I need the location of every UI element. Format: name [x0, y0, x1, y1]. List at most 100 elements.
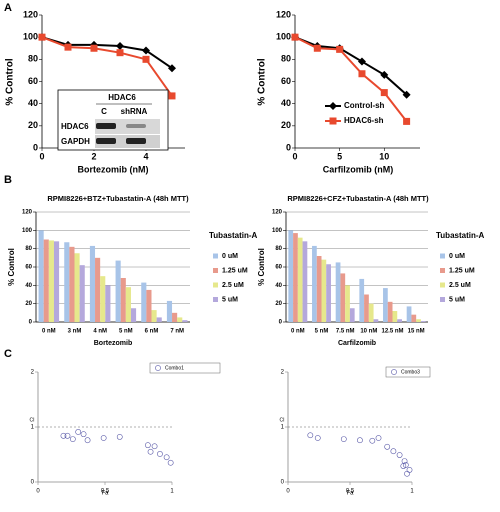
x-tick-label: 0 [36, 489, 40, 495]
blot-column: C [101, 107, 107, 116]
bar [89, 245, 96, 322]
y-tick-label: 40 [281, 98, 291, 108]
bar [182, 320, 188, 322]
marker [402, 90, 411, 99]
x-tick-label: 7 nM [170, 329, 184, 335]
marker [403, 117, 411, 125]
bar [387, 301, 393, 322]
y-tick-label: 100 [272, 228, 283, 234]
y-tick-label: 0 [281, 480, 285, 486]
bar [297, 237, 303, 322]
marker [116, 49, 124, 57]
legend-marker [155, 365, 161, 371]
y-tick-label: 80 [25, 246, 32, 252]
y-tick-label: 20 [275, 301, 282, 307]
panel-label: C [4, 348, 12, 360]
x-tick-label: 10 [379, 151, 389, 161]
marker [144, 442, 151, 449]
line [294, 36, 408, 123]
legend-swatch [440, 253, 445, 259]
y-tick-label: 40 [25, 283, 32, 289]
y-tick-label: 120 [22, 210, 33, 216]
y-tick-label: 120 [23, 9, 38, 19]
marker [313, 44, 321, 52]
y-tick-label: 60 [281, 76, 291, 86]
y-tick-label: 100 [22, 228, 33, 234]
chart-title: RPMI8226+BTZ+Tubastatin-A (48h MTT) [47, 194, 189, 203]
legend-label: 0 uM [449, 253, 465, 260]
bar [364, 294, 369, 322]
bar [69, 246, 75, 322]
panel-label: A [4, 2, 12, 14]
x-axis-label: Fa [101, 491, 109, 497]
x-tick-label: 0 nM [291, 329, 305, 335]
x-axis-label: Carfilzomib [338, 340, 376, 347]
x-axis-label: Bortezomib [94, 340, 133, 347]
x-tick-label: 0.5 [101, 489, 110, 495]
legend-swatch [440, 297, 445, 302]
y-axis-label: % Control [7, 248, 16, 286]
blot-band [96, 123, 116, 129]
legend-label: 5 uM [449, 296, 465, 303]
bar [359, 278, 365, 322]
bar [345, 285, 350, 322]
bar [416, 319, 421, 322]
x-tick-label: 1 [170, 489, 174, 495]
x-tick-label: 12.5 nM [381, 329, 403, 335]
bar [100, 276, 106, 322]
blot-band [126, 124, 146, 128]
bar [335, 262, 341, 322]
y-tick-label: 120 [276, 9, 291, 19]
legend-label: HDAC6-sh [344, 116, 384, 125]
legend-swatch [213, 282, 218, 288]
bar [64, 242, 70, 322]
bar [95, 257, 101, 322]
panel-label: B [4, 174, 12, 186]
y-tick-label: 0 [29, 320, 33, 326]
y-tick-label: 1 [31, 425, 35, 431]
y-tick-label: 0 [279, 320, 283, 326]
marker [380, 89, 388, 97]
y-tick-label: 2 [31, 370, 35, 376]
y-tick-label: 2 [281, 370, 285, 376]
legend-marker [329, 117, 337, 125]
marker [142, 55, 150, 63]
legend-label: Control-sh [344, 101, 385, 110]
y-tick-label: 100 [276, 32, 291, 42]
y-tick-label: 0 [33, 142, 38, 152]
line [294, 36, 408, 96]
bar [146, 289, 152, 322]
legend-swatch [440, 282, 445, 288]
bar [79, 265, 85, 322]
marker [375, 435, 382, 441]
line [41, 36, 173, 97]
y-tick-label: 40 [275, 283, 282, 289]
x-tick-label: 15 nM [408, 329, 425, 335]
y-tick-label: 1 [281, 425, 285, 431]
bar [349, 308, 355, 322]
legend-label: 1.25 uM [222, 267, 248, 274]
legend-marker [391, 369, 397, 375]
bar [340, 273, 346, 322]
bar [141, 282, 147, 322]
bar [302, 241, 308, 322]
legend-swatch [213, 268, 218, 273]
marker [384, 443, 391, 450]
marker [314, 435, 321, 441]
marker [80, 431, 87, 438]
marker [38, 33, 46, 41]
y-tick-label: 80 [28, 54, 38, 64]
y-tick-label: 0 [286, 142, 291, 152]
x-tick-label: 0 nM [42, 329, 56, 335]
legend-label: 2.5 uM [449, 282, 471, 289]
marker [116, 433, 123, 440]
marker [60, 432, 67, 439]
marker [390, 448, 397, 455]
bar [43, 239, 49, 322]
legend-label: 0 uM [222, 253, 238, 260]
y-tick-label: 60 [25, 265, 32, 271]
marker [64, 43, 72, 51]
marker [75, 429, 82, 435]
x-axis-label: Carfilzomib (nM) [323, 164, 394, 174]
